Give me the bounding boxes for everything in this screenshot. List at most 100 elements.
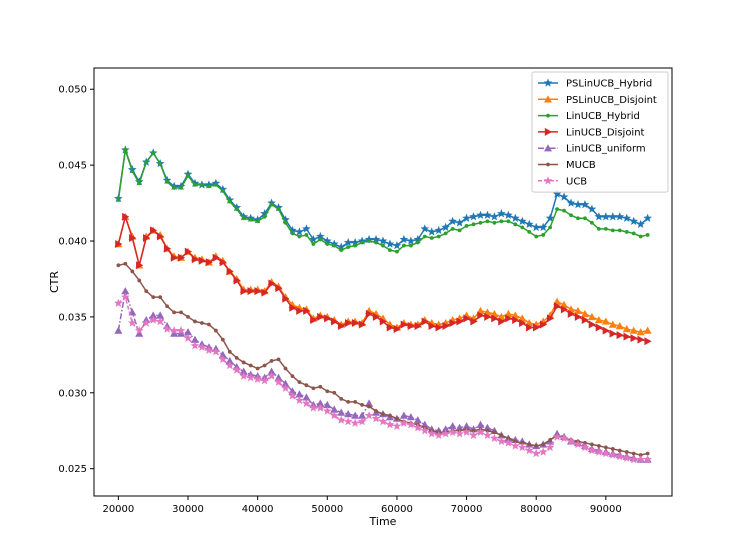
- data-point: [116, 198, 121, 202]
- data-point: [317, 312, 325, 321]
- data-point: [123, 261, 128, 266]
- data-point: [601, 317, 610, 325]
- data-point: [130, 169, 135, 174]
- data-point: [457, 228, 462, 233]
- data-point: [332, 243, 337, 248]
- data-point: [372, 312, 381, 321]
- data-point: [193, 319, 197, 324]
- data-point: [469, 430, 478, 440]
- data-point: [248, 217, 253, 222]
- data-point: [555, 207, 559, 212]
- data-point: [513, 222, 518, 227]
- data-point: [541, 233, 546, 237]
- data-point: [329, 410, 339, 420]
- data-point: [574, 312, 582, 321]
- data-point: [225, 360, 235, 370]
- x-tick-label: 50000: [311, 504, 343, 515]
- data-point: [177, 329, 186, 337]
- data-point: [296, 306, 304, 315]
- data-point: [533, 323, 541, 332]
- data-point: [580, 199, 590, 209]
- data-point: [318, 384, 323, 389]
- data-point: [207, 184, 211, 189]
- data-point: [289, 303, 297, 312]
- y-tick-label: 0.030: [58, 388, 87, 399]
- data-point: [566, 198, 576, 207]
- data-point: [156, 232, 165, 241]
- data-point: [165, 179, 170, 184]
- data-point: [172, 186, 176, 190]
- data-point: [179, 310, 183, 315]
- data-point: [527, 442, 532, 447]
- data-point: [420, 224, 430, 233]
- data-point: [560, 305, 569, 314]
- data-point: [198, 256, 206, 265]
- data-point: [350, 418, 360, 427]
- data-point: [163, 244, 172, 253]
- data-point: [484, 312, 492, 321]
- data-point: [374, 240, 378, 245]
- data-point: [282, 294, 290, 303]
- data-point: [274, 373, 283, 381]
- data-point: [603, 445, 608, 450]
- data-point: [553, 302, 562, 311]
- data-point: [602, 326, 610, 335]
- data-point: [120, 292, 130, 301]
- data-point: [499, 433, 504, 438]
- legend-marker: [543, 78, 553, 87]
- data-point: [246, 373, 256, 382]
- data-point: [622, 453, 632, 462]
- data-point: [241, 360, 246, 365]
- data-point: [165, 304, 170, 309]
- data-point: [137, 181, 142, 186]
- data-point: [262, 214, 267, 219]
- data-point: [534, 234, 539, 239]
- data-point: [455, 218, 464, 227]
- data-point: [569, 213, 573, 218]
- data-point: [448, 427, 458, 436]
- data-point: [406, 420, 416, 429]
- data-point: [491, 314, 499, 323]
- data-point: [365, 309, 374, 318]
- data-point: [200, 182, 204, 187]
- data-point: [388, 413, 392, 418]
- legend-box: [531, 71, 669, 193]
- data-point: [545, 213, 555, 222]
- data-point: [325, 242, 330, 246]
- data-point: [421, 317, 429, 326]
- data-point: [302, 393, 311, 401]
- data-point: [149, 226, 158, 235]
- x-axis-label: Time: [369, 515, 397, 528]
- data-point: [624, 450, 629, 454]
- data-point: [546, 314, 555, 323]
- data-point: [184, 328, 193, 336]
- data-point: [478, 220, 483, 225]
- x-tick-label: 30000: [172, 504, 204, 515]
- data-point: [519, 318, 527, 327]
- data-point: [232, 365, 242, 374]
- data-point: [388, 248, 392, 253]
- series-linucb-disjoint: [115, 212, 652, 346]
- data-point: [336, 415, 346, 424]
- data-point: [629, 216, 639, 226]
- data-point: [261, 288, 269, 297]
- data-point: [531, 448, 541, 458]
- data-point: [371, 413, 381, 423]
- data-point: [645, 451, 650, 456]
- data-point: [401, 243, 406, 248]
- data-point: [357, 417, 367, 426]
- data-point: [344, 318, 353, 327]
- data-point: [573, 306, 582, 315]
- x-tick-label: 80000: [520, 504, 552, 515]
- data-point: [462, 427, 471, 436]
- data-point: [218, 354, 228, 364]
- data-point: [464, 223, 469, 228]
- data-point: [288, 391, 297, 400]
- data-point: [456, 317, 464, 326]
- data-point: [304, 233, 309, 237]
- data-point: [129, 233, 137, 242]
- data-point: [407, 322, 415, 331]
- data-point: [616, 331, 624, 340]
- data-point: [510, 213, 520, 222]
- data-point: [330, 405, 339, 413]
